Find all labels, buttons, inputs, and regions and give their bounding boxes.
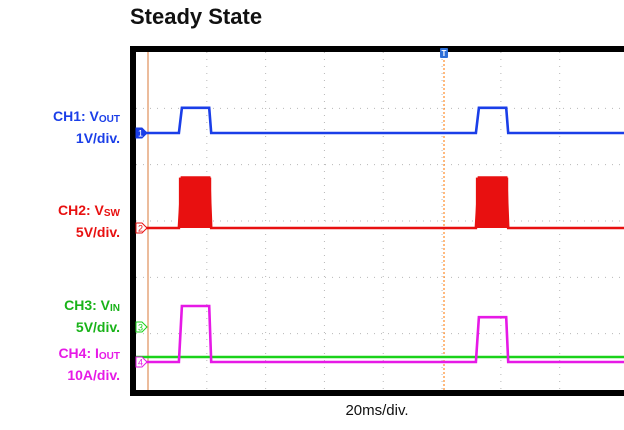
ch3-marker: 3 — [135, 321, 148, 333]
ch4-label: CH4: IOUT 10A/div. — [2, 344, 120, 384]
ch2-burst-2 — [475, 177, 509, 228]
chart-title: Steady State — [130, 4, 263, 29]
ch4-scale: 10A/div. — [67, 367, 120, 383]
ch2-name: CH2: VSW — [57, 202, 120, 219]
ch1-scale: 1V/div. — [75, 130, 120, 146]
trigger-text: T — [442, 49, 447, 58]
ch3-marker-text: 3 — [138, 323, 143, 333]
ch1-marker-text: 1 — [138, 129, 143, 139]
ch4-marker: 4 — [135, 356, 148, 368]
ch2-scale: 5V/div. — [75, 224, 120, 240]
ch2-label: CH2: VSW 5V/div. — [2, 201, 120, 241]
trigger-flag — [440, 48, 448, 58]
x-axis-label: 20ms/div. — [345, 402, 409, 419]
ch4-name: CH4: IOUT — [58, 345, 120, 362]
ch2-marker-text: 2 — [138, 224, 143, 234]
ch4-trace — [136, 304, 624, 364]
ch3-scale: 5V/div. — [75, 319, 120, 335]
ch3-label: CH3: VIN 5V/div. — [2, 296, 120, 336]
ch1-label: CH1: VOUT 1V/div. — [2, 107, 120, 147]
ch2-burst-1 — [178, 177, 212, 228]
ch2-marker: 2 — [135, 222, 148, 234]
ch1-trace — [136, 106, 624, 135]
ch1-name: CH1: VOUT — [52, 108, 120, 125]
ch4-marker-text: 4 — [138, 358, 143, 368]
ch3-name: CH3: VIN — [64, 297, 120, 314]
ch1-marker: 1 — [135, 127, 148, 139]
